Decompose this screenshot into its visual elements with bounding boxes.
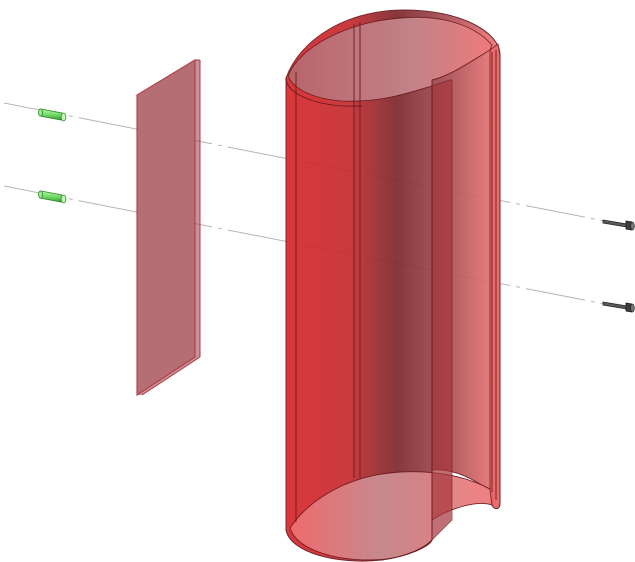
screw-shank [602,219,628,228]
pin-end [38,190,43,199]
shell-edges [285,22,497,540]
shell-right-lip [489,43,501,509]
pin-body [39,108,63,121]
pin-end [38,108,43,117]
pin-end [60,194,67,204]
screw-head-face [630,303,635,313]
shell-top-opening [287,16,493,102]
shell-seam-flange [431,79,453,542]
flat-plate [136,58,201,397]
screw-head-face [630,221,635,231]
screw-lower [602,301,635,313]
cylindrical-shell [285,9,501,562]
pin-body [39,190,63,203]
pin-lower [38,190,67,204]
pin-upper [38,108,67,122]
screw-upper [602,219,635,231]
plate-edge [141,356,201,396]
pin-end [60,112,67,122]
shell-contour [285,77,363,107]
screw-shank [602,301,628,310]
plate-front-face [136,58,196,397]
